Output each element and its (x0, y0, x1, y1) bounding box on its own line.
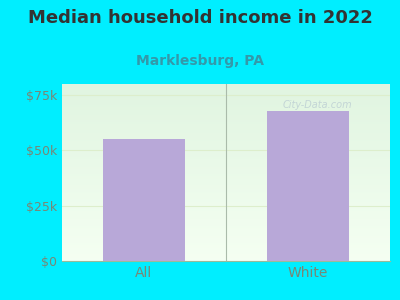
Bar (267, 110, 349, 261)
Text: Median household income in 2022: Median household income in 2022 (28, 9, 372, 27)
Text: City-Data.com: City-Data.com (283, 100, 353, 110)
Text: Marklesburg, PA: Marklesburg, PA (136, 54, 264, 68)
Bar (103, 139, 185, 261)
